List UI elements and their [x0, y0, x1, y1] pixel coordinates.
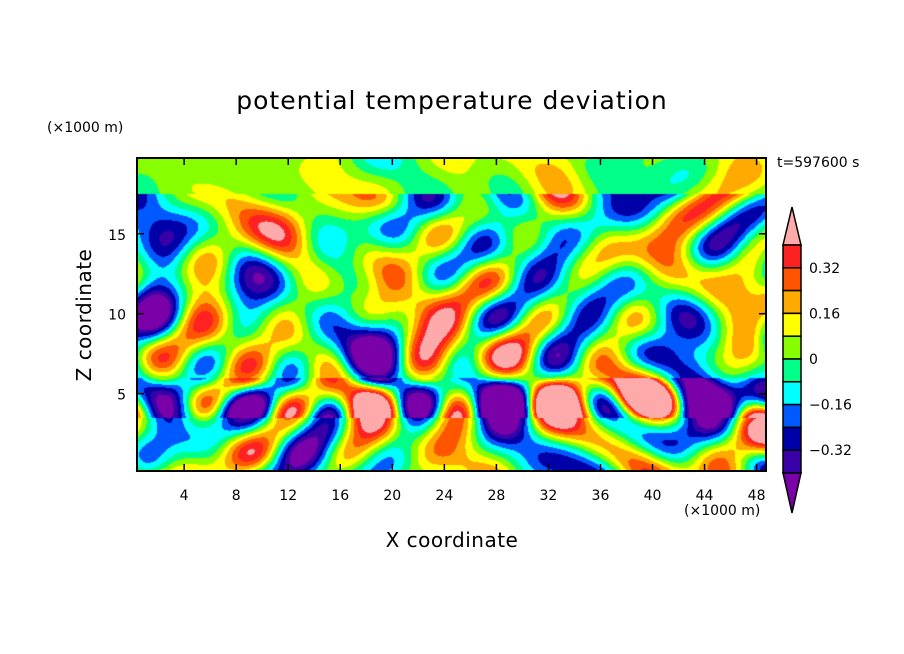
colorbar-box — [782, 358, 802, 383]
x-unit-label: (×1000 m) — [684, 503, 761, 519]
x-tick-label: 44 — [696, 488, 714, 504]
colorbar-box — [782, 381, 802, 406]
colorbar-box — [782, 335, 802, 360]
x-tick-label: 24 — [435, 488, 453, 504]
y-tick-label: 10 — [108, 308, 126, 324]
x-tick-label: 32 — [540, 488, 558, 504]
x-tick-label: 36 — [592, 488, 610, 504]
plot-frame — [136, 157, 767, 472]
x-tick-label: 40 — [644, 488, 662, 504]
time-label: t=597600 s — [777, 155, 860, 171]
colorbar-label: 0 — [809, 352, 818, 368]
colorbar-box — [782, 244, 802, 269]
contour-field — [136, 157, 767, 472]
colorbar-box — [782, 312, 802, 337]
colorbar-box — [782, 289, 802, 315]
x-tick-label: 28 — [487, 488, 505, 504]
colorbar-extend-max — [782, 206, 802, 246]
colorbar-label: −0.16 — [809, 398, 852, 414]
chart-title: potential temperature deviation — [236, 86, 668, 115]
y-tick-label: 5 — [117, 388, 126, 404]
colorbar-box — [782, 267, 802, 292]
x-axis-label: X coordinate — [385, 528, 519, 552]
colorbar-box — [782, 426, 802, 451]
colorbar-label: −0.32 — [809, 443, 852, 459]
x-tick-label: 20 — [383, 488, 401, 504]
colorbar-extend-min — [782, 472, 802, 514]
x-tick-label: 8 — [232, 488, 241, 504]
x-tick-label: 4 — [180, 488, 189, 504]
x-tick-label: 16 — [331, 488, 349, 504]
y-unit-label: (×1000 m) — [47, 120, 124, 136]
x-tick-label: 12 — [279, 488, 297, 504]
colorbar-label: 0.32 — [809, 261, 840, 277]
colorbar-box — [782, 403, 802, 429]
colorbar-label: 0.16 — [809, 306, 840, 322]
colorbar-box — [782, 449, 802, 474]
y-tick-label: 15 — [108, 228, 126, 244]
x-tick-label: 48 — [748, 488, 766, 504]
